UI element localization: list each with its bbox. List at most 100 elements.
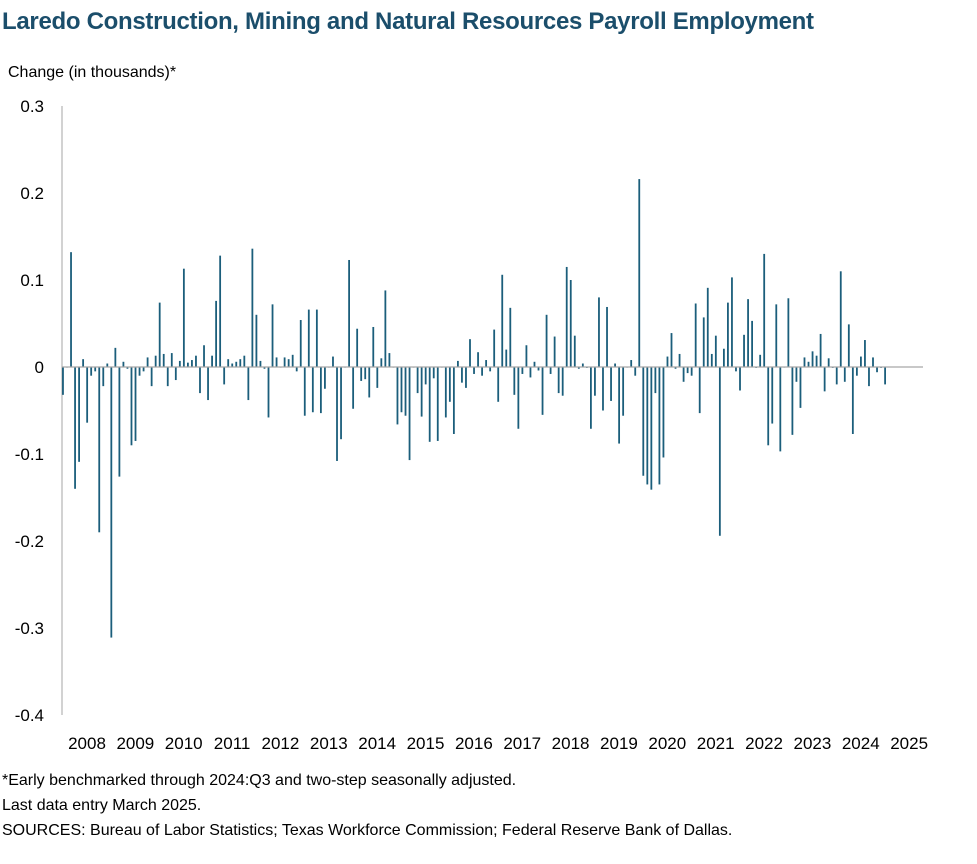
bar — [372, 326, 375, 367]
bar — [424, 367, 427, 385]
bar — [594, 367, 596, 396]
bar — [606, 306, 608, 367]
bar — [227, 359, 230, 367]
bar — [872, 357, 874, 367]
bar — [650, 367, 653, 490]
bar — [501, 274, 504, 367]
bar — [521, 367, 524, 374]
bar — [799, 367, 802, 408]
bar — [376, 367, 379, 388]
bar-series — [62, 179, 886, 638]
y-tick-label: 0.2 — [20, 184, 44, 203]
bar — [259, 360, 262, 367]
x-tick-label: 2017 — [503, 734, 541, 753]
x-tick-label: 2020 — [648, 734, 686, 753]
bar — [78, 367, 80, 462]
footnote-last-entry: Last data entry March 2025. — [2, 797, 202, 814]
bar — [690, 367, 693, 376]
bar — [356, 328, 359, 367]
bar — [525, 345, 528, 367]
y-tick-label: -0.3 — [15, 619, 44, 638]
bar — [211, 355, 213, 367]
bar — [303, 367, 306, 416]
y-tick-label: 0.3 — [20, 97, 44, 116]
x-tick-label: 2018 — [552, 734, 590, 753]
bar — [855, 367, 858, 376]
bar — [541, 367, 544, 415]
bar — [82, 359, 85, 367]
bar — [517, 367, 520, 429]
bar — [432, 367, 435, 379]
bar — [851, 367, 854, 434]
chart-title: Laredo Construction, Mining and Natural … — [2, 8, 814, 35]
bar — [638, 179, 641, 367]
bar — [577, 367, 580, 369]
bar — [714, 335, 717, 367]
bar — [247, 367, 250, 401]
x-tick-label: 2024 — [842, 734, 880, 753]
bar — [561, 367, 564, 396]
bar — [497, 367, 500, 402]
bar — [775, 304, 778, 367]
bar — [150, 367, 153, 387]
bar — [166, 367, 169, 387]
bar — [569, 280, 572, 367]
bar — [94, 367, 97, 372]
bar — [860, 356, 862, 367]
bar — [384, 290, 387, 367]
bar — [90, 367, 93, 376]
bar — [311, 367, 314, 413]
bar — [827, 358, 830, 367]
bar — [235, 361, 238, 367]
x-tick-label: 2012 — [262, 734, 300, 753]
bar — [436, 367, 439, 441]
bar — [698, 367, 701, 414]
bar — [678, 353, 681, 367]
bar — [178, 360, 181, 367]
bar — [146, 357, 149, 367]
bar — [549, 367, 552, 374]
bar — [815, 355, 818, 367]
bar — [98, 367, 101, 533]
bar — [477, 352, 479, 367]
y-tick-label: 0.1 — [20, 271, 44, 290]
bar — [743, 334, 745, 367]
bar — [614, 363, 616, 367]
bar — [452, 367, 455, 434]
bar — [864, 340, 866, 367]
bar — [847, 324, 850, 367]
bar — [545, 314, 548, 367]
bar — [513, 367, 516, 395]
bar — [791, 367, 794, 435]
bar — [340, 367, 342, 440]
bar — [70, 252, 72, 367]
bar — [182, 268, 185, 367]
bar — [158, 302, 161, 367]
bar — [658, 367, 661, 485]
bar — [400, 367, 403, 413]
bar — [646, 367, 649, 485]
bar — [336, 367, 338, 461]
bar — [295, 367, 298, 372]
x-tick-label: 2019 — [600, 734, 638, 753]
bar — [396, 367, 399, 425]
y-tick-label: -0.1 — [15, 445, 44, 464]
bar — [195, 355, 197, 367]
bar — [267, 367, 270, 418]
x-tick-label: 2014 — [358, 734, 396, 753]
bar — [727, 302, 729, 367]
bar — [130, 367, 133, 446]
x-tick-label: 2011 — [214, 734, 251, 753]
bar — [114, 347, 117, 367]
bar — [598, 297, 600, 367]
bar — [86, 367, 89, 423]
bar — [694, 303, 697, 367]
bar — [565, 266, 568, 367]
x-tick-label: 2009 — [116, 734, 154, 753]
bar — [505, 349, 508, 367]
bar — [823, 367, 826, 392]
bar — [207, 367, 209, 401]
bar — [271, 304, 274, 367]
bar — [702, 317, 705, 367]
bar — [110, 367, 113, 638]
